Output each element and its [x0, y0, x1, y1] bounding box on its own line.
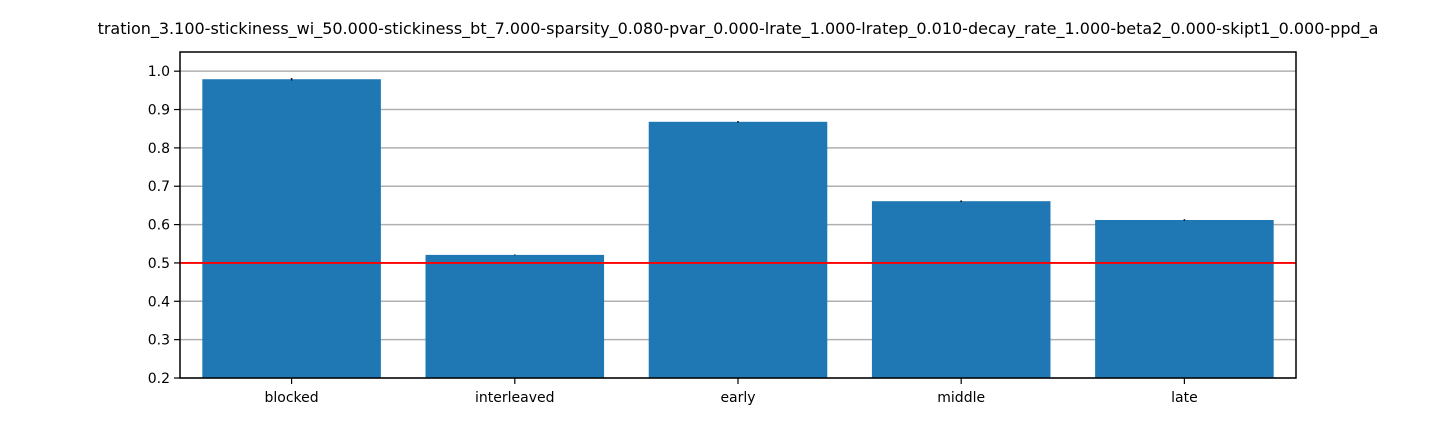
y-tick-label: 0.7: [148, 179, 170, 195]
y-tick-label: 0.5: [148, 256, 170, 272]
error-bars: [290, 78, 1186, 256]
bar-early: [648, 121, 828, 378]
y-tick-label: 0.3: [148, 333, 170, 349]
y-tick-label: 0.2: [148, 371, 170, 387]
y-tick-label: 0.6: [148, 218, 170, 234]
y-tick-label: 1.0: [148, 64, 170, 80]
x-axis: blocked interleaved early middle late: [265, 378, 1198, 406]
bar-interleaved: [425, 254, 605, 378]
y-tick-label: 0.4: [148, 294, 170, 310]
x-tick-label: interleaved: [475, 390, 555, 406]
y-tick-label: 0.8: [148, 141, 170, 157]
x-tick-label: late: [1171, 390, 1198, 406]
bars: [202, 79, 1274, 378]
chart-title: tration_3.100-stickiness_wi_50.000-stick…: [98, 19, 1379, 39]
x-tick-label: early: [720, 390, 755, 406]
x-tick-label: blocked: [265, 390, 319, 406]
bar-late: [1095, 219, 1274, 378]
bar-blocked: [202, 79, 381, 378]
x-tick-label: middle: [937, 390, 985, 406]
bar-middle: [871, 201, 1051, 378]
y-tick-label: 0.9: [148, 103, 170, 119]
y-axis: 0.2 0.3 0.4 0.5 0.6 0.7 0.8 0.9 1.0: [148, 64, 180, 387]
